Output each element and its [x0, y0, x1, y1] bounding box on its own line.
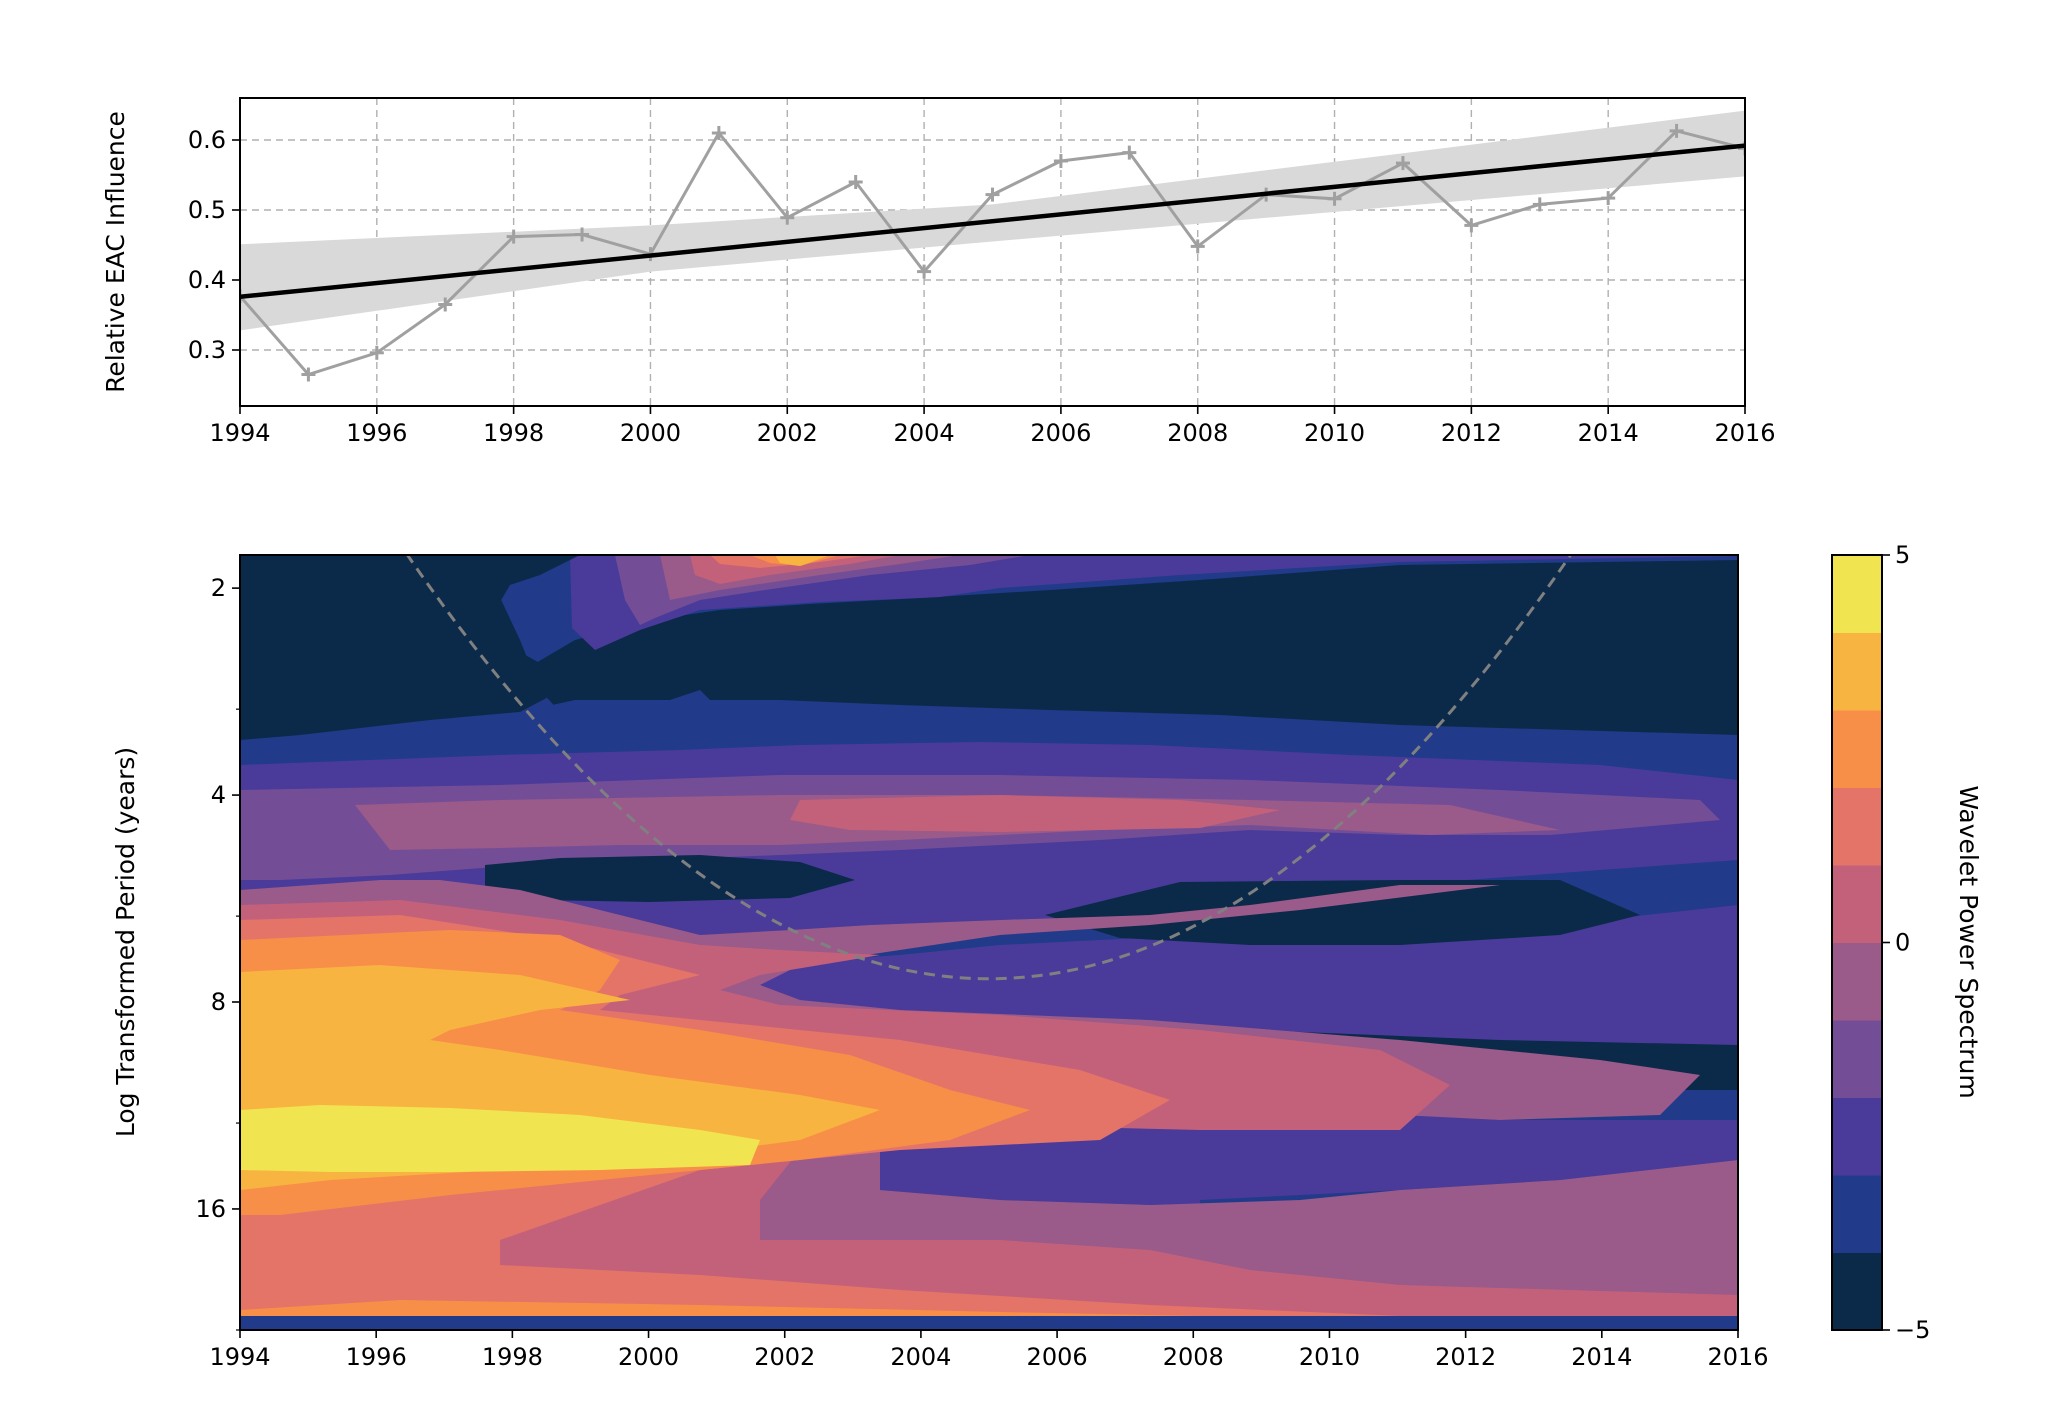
contour-upper-indigo — [570, 555, 1738, 650]
data-point — [1738, 141, 1745, 156]
data-point — [1464, 218, 1479, 233]
contour-yellow-2 — [240, 1105, 760, 1172]
trend-x-tick-label: 1998 — [483, 419, 544, 447]
colorbar-swatch — [1832, 555, 1882, 633]
data-point — [780, 210, 795, 225]
trend-x-tick-label: 2014 — [1578, 419, 1639, 447]
wavelet-y-tick-label: 16 — [195, 1195, 226, 1223]
trend-x-tick-label: 2004 — [894, 419, 955, 447]
colorbar-swatch — [1832, 942, 1882, 1021]
trend-plot-frame — [239, 97, 1746, 407]
trend-line — [240, 143, 1745, 300]
wavelet-x-tick-label: 1998 — [482, 1343, 543, 1371]
trend-y-axis-label: Relative EAC Influence — [101, 111, 130, 393]
colorbar-swatch — [1832, 710, 1882, 788]
wavelet-x-ticks: 1994 1996 1998 2000 2002 2004 2006 2008 2010 2012… — [209, 1330, 1769, 1371]
wavelet-x-tick-label: 2016 — [1707, 1343, 1768, 1371]
colorbar-swatch — [1832, 865, 1882, 943]
contour-pink-1 — [790, 795, 1280, 832]
colorbar-swatches — [1832, 555, 1882, 1331]
trend-x-tick-label: 2012 — [1441, 419, 1502, 447]
wavelet-x-tick-label: 2008 — [1163, 1343, 1224, 1371]
data-point — [711, 126, 726, 140]
colorbar-swatch — [1832, 1097, 1882, 1176]
data-point — [917, 264, 932, 279]
wavelet-x-tick-label: 2014 — [1571, 1343, 1632, 1371]
trend-x-tick-label: 2016 — [1714, 419, 1775, 447]
data-point — [1053, 154, 1068, 168]
wavelet-x-tick-label: 2010 — [1299, 1343, 1360, 1371]
colorbar-label: Wavelet Power Spectrum — [1954, 785, 1983, 1098]
colorbar-swatch — [1832, 787, 1882, 866]
data-point — [506, 229, 521, 244]
trend-y-tick-label: 0.6 — [188, 126, 226, 154]
wavelet-y-tick-label: 8 — [211, 988, 226, 1016]
contour-dark-2 — [1045, 880, 1640, 945]
colorbar-swatch — [1832, 1020, 1882, 1098]
wavelet-x-tick-label: 2012 — [1435, 1343, 1496, 1371]
wavelet-x-tick-label: 2002 — [754, 1343, 815, 1371]
wavelet-x-tick-label: 1996 — [346, 1343, 407, 1371]
data-point — [1395, 156, 1410, 171]
data-point — [1532, 197, 1547, 212]
wavelet-y-tick-label: 2 — [211, 574, 226, 602]
data-point — [301, 367, 316, 382]
eac-influence-markers — [240, 123, 1745, 382]
cone-of-influence — [405, 555, 1573, 981]
wavelet-y-axis-label: Log Transformed Period (years) — [111, 747, 140, 1137]
data-point — [848, 175, 863, 189]
wavelet-y-tick-label: 4 — [211, 781, 226, 809]
data-point — [369, 345, 384, 360]
data-point — [438, 297, 453, 312]
colorbar: 5 0 −5 Wavelet Power Spectrum — [1831, 541, 1983, 1344]
trend-x-tick-label: 1994 — [209, 419, 270, 447]
trend-y-tick-label: 0.3 — [188, 336, 226, 364]
wavelet-contours — [240, 555, 1738, 1330]
wavelet-y-ticks: 2 4 8 16 — [195, 574, 240, 1331]
trend-x-ticks: 1994 1996 1998 2000 2002 2004 2006 2008 2010 2012… — [209, 406, 1776, 447]
data-point — [1601, 191, 1616, 206]
colorbar-tick-label: −5 — [1895, 1316, 1930, 1344]
trend-x-tick-label: 1996 — [346, 419, 407, 447]
data-point — [575, 227, 590, 242]
colorbar-swatch — [1832, 1175, 1882, 1253]
contour-upper-gold — [775, 555, 830, 566]
wavelet-x-tick-label: 2004 — [890, 1343, 951, 1371]
trend-x-tick-label: 2002 — [757, 419, 818, 447]
colorbar-tick-label: 0 — [1895, 929, 1910, 957]
colorbar-tick-label: 5 — [1895, 541, 1910, 569]
contour-upper-dark-gap — [240, 555, 580, 740]
trend-x-tick-label: 2010 — [1304, 419, 1365, 447]
trend-x-tick-label: 2006 — [1030, 419, 1091, 447]
data-point — [1190, 239, 1205, 254]
contour-dark-1 — [485, 855, 855, 902]
colorbar-swatch — [1832, 1252, 1882, 1331]
data-point — [1327, 191, 1342, 206]
trend-y-tick-label: 0.5 — [188, 196, 226, 224]
colorbar-swatch — [1832, 632, 1882, 711]
trend-x-tick-label: 2008 — [1167, 419, 1228, 447]
wavelet-plot-frame — [239, 554, 1739, 1331]
colorbar-ticks: 5 0 −5 — [1882, 541, 1930, 1344]
wavelet-x-tick-label: 2006 — [1027, 1343, 1088, 1371]
trend-panel: 1994 1996 1998 2000 2002 2004 2006 2008 2010 2012… — [101, 97, 1776, 447]
trend-y-tick-label: 0.4 — [188, 266, 226, 294]
data-point — [985, 187, 1000, 202]
wavelet-panel: 1994 1996 1998 2000 2002 2004 2006 2008 2010 2012… — [111, 554, 1769, 1371]
wavelet-x-tick-label: 2000 — [618, 1343, 679, 1371]
trend-x-tick-label: 2000 — [620, 419, 681, 447]
data-point — [1122, 145, 1137, 160]
trend-y-ticks: 0.3 0.4 0.5 0.6 — [188, 126, 240, 364]
data-point — [1669, 123, 1684, 138]
wavelet-x-tick-label: 1994 — [209, 1343, 270, 1371]
